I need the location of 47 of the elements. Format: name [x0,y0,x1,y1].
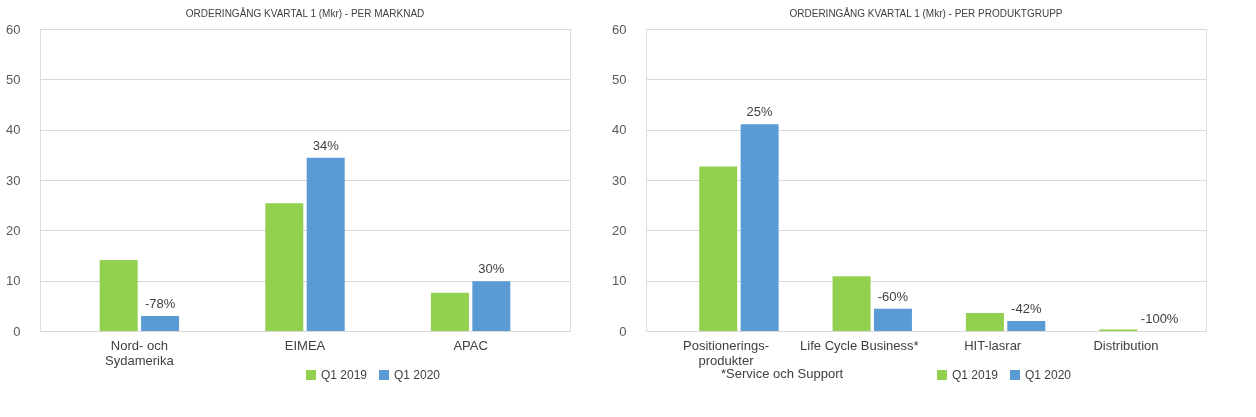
y-tick-label: 60 [6,21,21,37]
annotation: 25% [746,104,774,120]
bar [699,166,738,331]
bar [306,157,345,331]
y-tick-label: 0 [619,323,627,339]
y-tick-label: 60 [612,21,627,37]
bar [965,312,1004,331]
legend-label: Q1 2019 [952,368,999,382]
y-tick-label: 30 [612,172,627,188]
x-tick-label: Positionerings- produkter [683,337,769,368]
y-tick-label: 40 [6,122,21,138]
annotation: 30% [478,261,505,277]
annotation: -78% [144,295,176,311]
annotation: -60% [877,288,909,304]
bar [265,203,304,331]
y-tick-label: 50 [612,71,627,87]
x-tick-label: HIT-lasrar [964,337,1022,353]
bar [430,292,469,331]
y-tick-label: 30 [6,172,21,188]
y-tick-label: 0 [13,323,21,339]
x-tick-label: Distribution [1093,337,1159,353]
legend-label: Q1 2020 [1025,368,1072,382]
bar [832,276,871,331]
bar [141,315,180,331]
bar [740,124,779,331]
y-tick-label: 50 [6,71,21,87]
annotation: -42% [1011,300,1042,316]
annotation: 34% [312,137,340,153]
x-tick-label: Nord- och Sydamerika [105,337,175,368]
y-tick-label: 20 [6,222,21,238]
bar [1007,320,1046,331]
chart-title: ORDERINGÅNG KVARTAL 1 (Mkr) - PER PRODUKTGRUPP [789,7,1063,19]
bar [873,308,912,331]
x-tick-label: EIMEA [284,337,326,353]
legend-label: Q1 2020 [394,368,441,382]
y-tick-label: 10 [612,273,627,289]
annotation: -100% [1140,311,1179,326]
y-tick-label: 10 [6,273,21,289]
bar [472,281,511,331]
text: *Service och Support [721,366,844,381]
bar [99,260,138,331]
x-tick-label: APAC [453,337,488,353]
x-tick-label: Life Cycle Business* [800,337,919,353]
y-tick-label: 20 [612,222,627,238]
y-tick-label: 40 [612,122,627,138]
chart-title: ORDERINGÅNG KVARTAL 1 (Mkr) - PER MARKNAD [185,7,425,19]
legend-label: Q1 2019 [321,368,368,382]
